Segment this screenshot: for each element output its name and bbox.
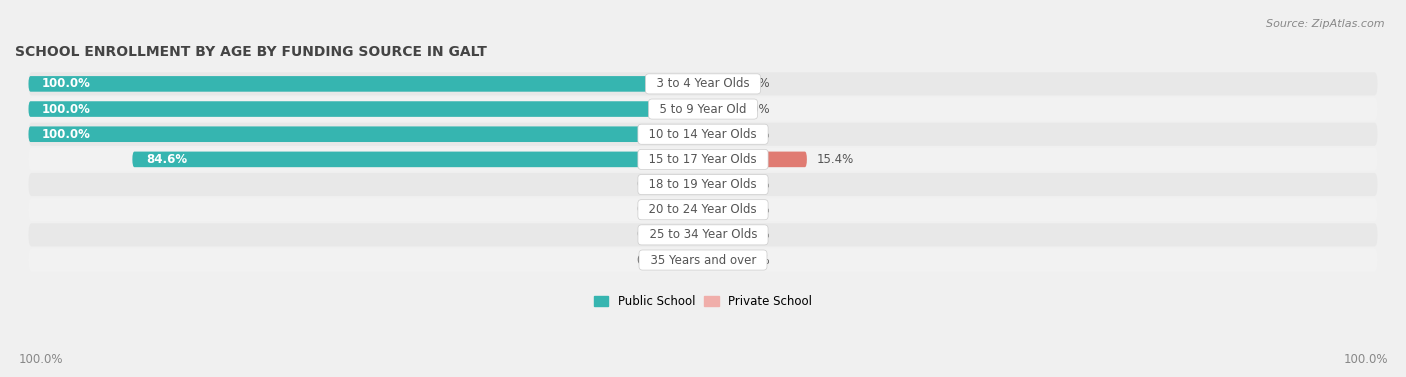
- Text: 100.0%: 100.0%: [42, 128, 91, 141]
- FancyBboxPatch shape: [28, 173, 1378, 196]
- FancyBboxPatch shape: [28, 248, 1378, 271]
- FancyBboxPatch shape: [28, 76, 703, 92]
- Legend: Public School, Private School: Public School, Private School: [589, 290, 817, 313]
- FancyBboxPatch shape: [676, 252, 703, 268]
- Text: 0.0%: 0.0%: [637, 203, 666, 216]
- FancyBboxPatch shape: [703, 177, 730, 192]
- Text: 3 to 4 Year Olds: 3 to 4 Year Olds: [650, 77, 756, 90]
- Text: 0.0%: 0.0%: [740, 254, 769, 267]
- Text: 18 to 19 Year Olds: 18 to 19 Year Olds: [641, 178, 765, 191]
- Text: 100.0%: 100.0%: [42, 103, 91, 116]
- Text: 0.0%: 0.0%: [637, 254, 666, 267]
- FancyBboxPatch shape: [676, 177, 703, 192]
- Text: 100.0%: 100.0%: [42, 77, 91, 90]
- Text: 0.0%: 0.0%: [740, 203, 769, 216]
- Text: 0.0%: 0.0%: [740, 128, 769, 141]
- FancyBboxPatch shape: [28, 126, 703, 142]
- FancyBboxPatch shape: [28, 148, 1378, 171]
- FancyBboxPatch shape: [703, 152, 807, 167]
- Text: 0.0%: 0.0%: [740, 228, 769, 241]
- FancyBboxPatch shape: [676, 202, 703, 218]
- FancyBboxPatch shape: [132, 152, 703, 167]
- Text: 0.0%: 0.0%: [740, 178, 769, 191]
- FancyBboxPatch shape: [703, 76, 730, 92]
- Text: 20 to 24 Year Olds: 20 to 24 Year Olds: [641, 203, 765, 216]
- FancyBboxPatch shape: [28, 123, 1378, 146]
- Text: 0.0%: 0.0%: [740, 77, 769, 90]
- Text: 15 to 17 Year Olds: 15 to 17 Year Olds: [641, 153, 765, 166]
- Text: Source: ZipAtlas.com: Source: ZipAtlas.com: [1267, 19, 1385, 29]
- FancyBboxPatch shape: [28, 72, 1378, 95]
- Text: 15.4%: 15.4%: [817, 153, 855, 166]
- FancyBboxPatch shape: [703, 101, 730, 117]
- FancyBboxPatch shape: [676, 227, 703, 243]
- FancyBboxPatch shape: [703, 126, 730, 142]
- Text: 84.6%: 84.6%: [146, 153, 187, 166]
- Text: 5 to 9 Year Old: 5 to 9 Year Old: [652, 103, 754, 116]
- Text: 100.0%: 100.0%: [1343, 353, 1388, 366]
- Text: 0.0%: 0.0%: [637, 228, 666, 241]
- Text: 0.0%: 0.0%: [740, 103, 769, 116]
- FancyBboxPatch shape: [28, 101, 703, 117]
- FancyBboxPatch shape: [28, 98, 1378, 121]
- FancyBboxPatch shape: [703, 227, 730, 243]
- Text: 25 to 34 Year Olds: 25 to 34 Year Olds: [641, 228, 765, 241]
- Text: 0.0%: 0.0%: [637, 178, 666, 191]
- Text: SCHOOL ENROLLMENT BY AGE BY FUNDING SOURCE IN GALT: SCHOOL ENROLLMENT BY AGE BY FUNDING SOUR…: [15, 45, 486, 59]
- FancyBboxPatch shape: [703, 252, 730, 268]
- FancyBboxPatch shape: [703, 202, 730, 218]
- FancyBboxPatch shape: [28, 198, 1378, 221]
- FancyBboxPatch shape: [28, 223, 1378, 247]
- Text: 35 Years and over: 35 Years and over: [643, 254, 763, 267]
- Text: 100.0%: 100.0%: [18, 353, 63, 366]
- Text: 10 to 14 Year Olds: 10 to 14 Year Olds: [641, 128, 765, 141]
